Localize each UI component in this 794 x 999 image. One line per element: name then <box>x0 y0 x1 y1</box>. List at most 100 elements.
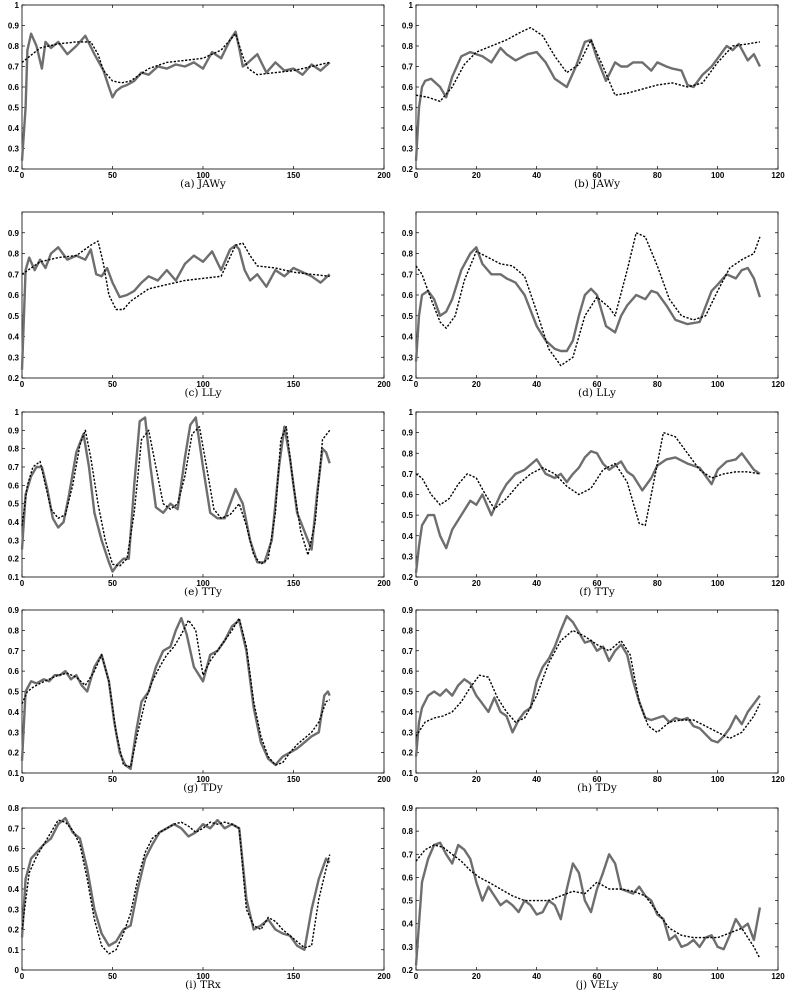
y-tick-label: 0.3 <box>402 943 414 952</box>
y-tick-label: 0.8 <box>8 250 20 259</box>
y-tick-label: 0.5 <box>8 865 20 874</box>
y-tick-label: 0.2 <box>402 966 414 975</box>
x-tick-label: 0 <box>414 171 419 180</box>
y-tick-label: 0.8 <box>402 626 414 635</box>
y-tick-label: 0.5 <box>402 897 414 906</box>
x-tick-label: 20 <box>472 579 481 588</box>
y-tick-label: 0.6 <box>8 481 20 490</box>
y-tick-label: 0.9 <box>8 606 20 615</box>
y-tick-label: 0.8 <box>402 42 414 51</box>
y-tick-label: 0.6 <box>8 667 20 676</box>
x-tick-label: 0 <box>20 775 25 784</box>
x-tick-label: 100 <box>196 775 210 784</box>
x-tick-label: 150 <box>287 775 301 784</box>
y-tick-label: 0.2 <box>402 374 414 383</box>
x-tick-label: 100 <box>711 380 725 389</box>
y-tick-label: 0.6 <box>8 291 20 300</box>
y-tick-label: 0.3 <box>8 905 20 914</box>
y-tick-label: 1 <box>15 408 20 417</box>
y-tick-label: 0.4 <box>402 532 414 541</box>
x-tick-label: 60 <box>593 579 602 588</box>
x-tick-label: 200 <box>377 579 391 588</box>
y-tick-label: 0.5 <box>8 500 20 509</box>
x-tick-label: 120 <box>771 579 785 588</box>
x-tick-label: 20 <box>472 171 481 180</box>
x-tick-label: 0 <box>20 171 25 180</box>
series-line-dashed <box>21 33 330 84</box>
panel-caption: (i) TRx <box>185 979 221 991</box>
y-tick-label: 0.9 <box>402 229 414 238</box>
y-tick-label: 0.6 <box>8 83 20 92</box>
plot-frame <box>415 4 779 170</box>
x-tick-label: 40 <box>532 171 541 180</box>
y-tick-label: 0.3 <box>402 145 414 154</box>
y-tick-label: 0.7 <box>8 270 20 279</box>
panel-caption: (f) TTy <box>579 586 615 598</box>
chart-panel-9: 0 50 100 150 200 0 0.1 0.2 0.3 0.4 0.5 0.6 0.7 0.8 (i)… <box>8 804 391 991</box>
x-tick-label: 100 <box>196 579 210 588</box>
series-line-dashed <box>21 617 331 768</box>
y-tick-label: 0.2 <box>8 749 20 758</box>
y-tick-label: 0.2 <box>402 165 414 174</box>
plot-frame <box>21 807 385 971</box>
x-tick-label: 150 <box>287 380 301 389</box>
series-line-solid <box>20 243 331 370</box>
series-line-solid <box>414 614 761 757</box>
x-tick-label: 100 <box>196 171 210 180</box>
x-tick-label: 120 <box>771 380 785 389</box>
plot-frame <box>21 609 385 774</box>
y-tick-label: 0.4 <box>402 920 414 929</box>
y-tick-label: 0.6 <box>402 83 414 92</box>
y-tick-label: 0.5 <box>8 688 20 697</box>
x-tick-label: 120 <box>771 972 785 981</box>
x-tick-label: 40 <box>532 380 541 389</box>
series-line-dashed <box>415 26 761 103</box>
y-tick-label: 0.3 <box>402 552 414 561</box>
series-line-solid <box>414 450 761 574</box>
series-line-dashed <box>415 232 761 367</box>
chart-panel-2: 0 20 40 60 80 100 120 0.2 0.3 0.4 0.5 0.6 0.7 0.8 0.9 1… <box>402 1 785 190</box>
plot-frame <box>21 211 385 379</box>
x-tick-label: 20 <box>472 775 481 784</box>
y-tick-label: 0.4 <box>402 333 414 342</box>
y-tick-label: 0.9 <box>8 229 20 238</box>
x-tick-label: 100 <box>711 972 725 981</box>
x-tick-label: 80 <box>653 380 662 389</box>
y-tick-label: 0.4 <box>8 885 20 894</box>
panel-caption: (a) JAWy <box>180 178 226 190</box>
x-tick-label: 120 <box>771 775 785 784</box>
x-tick-label: 60 <box>593 972 602 981</box>
y-tick-label: 0.2 <box>8 374 20 383</box>
x-tick-label: 100 <box>711 579 725 588</box>
x-tick-label: 50 <box>108 380 117 389</box>
y-tick-label: 0.8 <box>8 42 20 51</box>
series-line-dashed <box>415 431 761 527</box>
y-tick-label: 1 <box>409 408 414 417</box>
y-tick-label: 0.1 <box>402 769 414 778</box>
y-tick-label: 0.8 <box>8 804 20 813</box>
y-tick-label: 0.9 <box>402 804 414 813</box>
x-tick-label: 0 <box>20 579 25 588</box>
x-tick-label: 200 <box>377 972 391 981</box>
x-tick-label: 40 <box>532 972 541 981</box>
y-tick-label: 0.3 <box>8 536 20 545</box>
y-tick-label: 0.8 <box>402 827 414 836</box>
series-line-solid <box>20 416 331 573</box>
x-tick-label: 0 <box>414 579 419 588</box>
y-tick-label: 0.7 <box>402 270 414 279</box>
y-tick-label: 0.6 <box>402 491 414 500</box>
plot-frame <box>415 609 779 774</box>
y-tick-label: 0.3 <box>402 353 414 362</box>
x-tick-label: 150 <box>287 579 301 588</box>
x-tick-label: 50 <box>108 775 117 784</box>
x-tick-label: 50 <box>108 579 117 588</box>
y-tick-label: 0.9 <box>402 22 414 31</box>
x-tick-label: 60 <box>593 171 602 180</box>
y-tick-label: 0.8 <box>402 250 414 259</box>
y-tick-label: 0.3 <box>8 353 20 362</box>
x-tick-label: 100 <box>196 972 210 981</box>
y-tick-label: 0.8 <box>8 445 20 454</box>
y-tick-label: 0.5 <box>402 104 414 113</box>
y-tick-label: 0.2 <box>402 749 414 758</box>
